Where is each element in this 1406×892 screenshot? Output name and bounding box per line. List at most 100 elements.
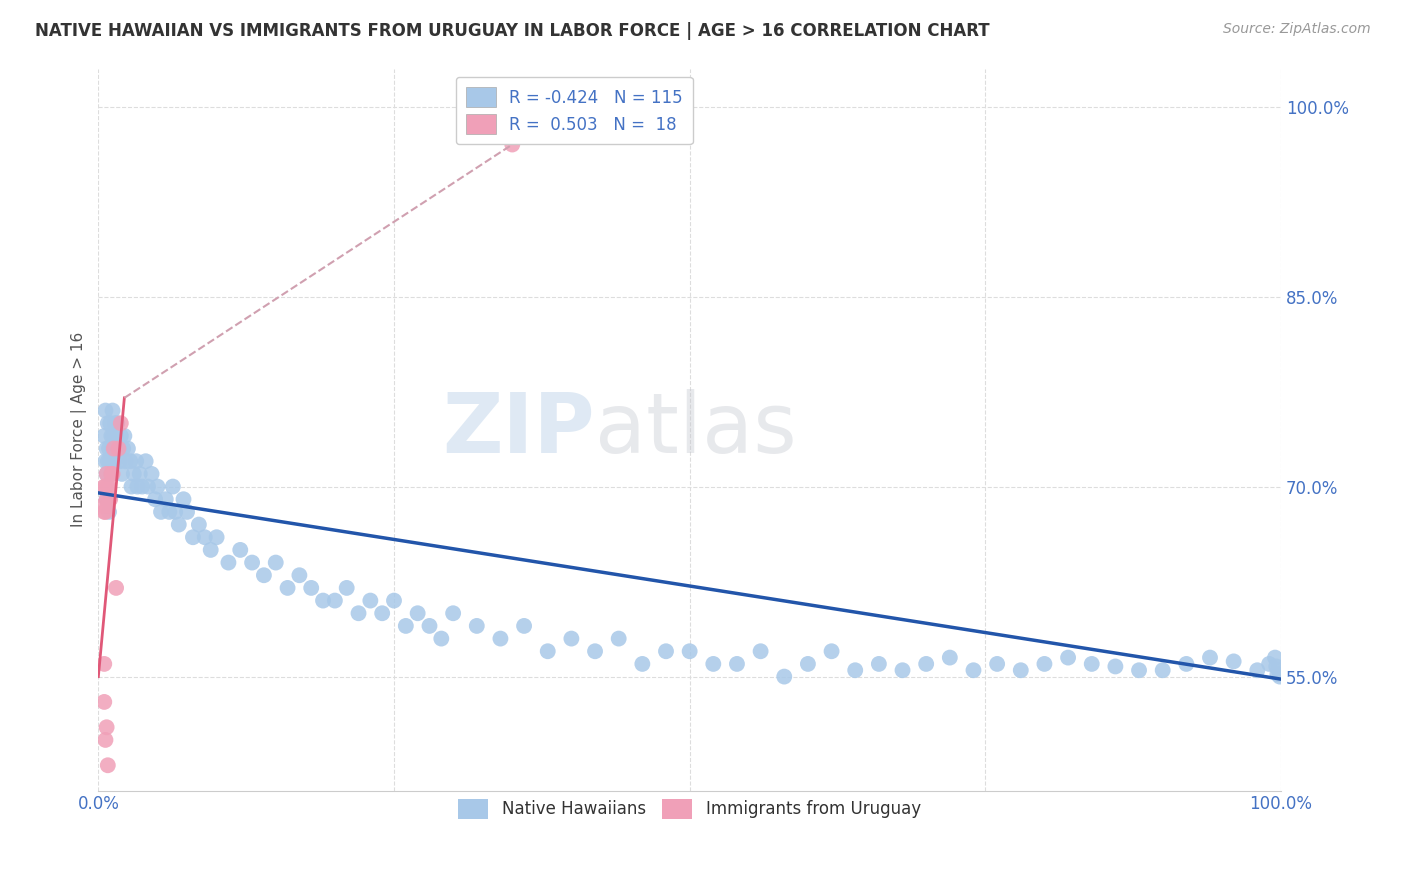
Point — [103, 429, 125, 443]
Point — [1175, 657, 1198, 671]
Point — [96, 467, 118, 481]
Point — [162, 479, 184, 493]
Point — [1057, 650, 1080, 665]
Point — [359, 593, 381, 607]
Point — [962, 663, 984, 677]
Point — [110, 429, 132, 443]
Point — [121, 479, 143, 493]
Point — [1268, 670, 1291, 684]
Point — [155, 492, 177, 507]
Point — [93, 479, 115, 493]
Point — [143, 492, 166, 507]
Point — [135, 454, 157, 468]
Point — [107, 442, 129, 456]
Point — [96, 492, 118, 507]
Point — [1080, 657, 1102, 671]
Point — [97, 499, 120, 513]
Point — [96, 467, 118, 481]
Point — [173, 492, 195, 507]
Point — [1033, 657, 1056, 671]
Point — [1267, 663, 1289, 677]
Point — [112, 442, 135, 456]
Point — [97, 479, 120, 493]
Point — [336, 581, 359, 595]
Point — [1265, 659, 1288, 673]
Point — [288, 568, 311, 582]
Point — [560, 632, 582, 646]
Point — [96, 442, 118, 456]
Text: NATIVE HAWAIIAN VS IMMIGRANTS FROM URUGUAY IN LABOR FORCE | AGE > 16 CORRELATION: NATIVE HAWAIIAN VS IMMIGRANTS FROM URUGU… — [35, 22, 990, 40]
Point — [97, 454, 120, 468]
Point — [167, 517, 190, 532]
Point — [986, 657, 1008, 671]
Point — [607, 632, 630, 646]
Point — [114, 454, 136, 468]
Point — [1267, 667, 1289, 681]
Point — [98, 492, 121, 507]
Point — [1010, 663, 1032, 677]
Point — [465, 619, 488, 633]
Point — [655, 644, 678, 658]
Legend: Native Hawaiians, Immigrants from Uruguay: Native Hawaiians, Immigrants from Urugua… — [451, 792, 928, 826]
Point — [101, 403, 124, 417]
Point — [844, 663, 866, 677]
Point — [136, 479, 159, 493]
Point — [150, 505, 173, 519]
Point — [101, 467, 124, 481]
Point — [125, 454, 148, 468]
Point — [98, 442, 121, 456]
Point — [820, 644, 842, 658]
Point — [187, 517, 209, 532]
Point — [105, 429, 128, 443]
Point — [441, 606, 464, 620]
Point — [501, 137, 523, 152]
Point — [94, 733, 117, 747]
Point — [240, 556, 263, 570]
Point — [1104, 659, 1126, 673]
Point — [98, 479, 121, 493]
Text: ZIP: ZIP — [443, 389, 595, 470]
Point — [1222, 654, 1244, 668]
Point — [1258, 657, 1281, 671]
Point — [105, 416, 128, 430]
Point — [200, 542, 222, 557]
Point — [112, 429, 135, 443]
Point — [98, 416, 121, 430]
Point — [91, 499, 114, 513]
Point — [430, 632, 453, 646]
Point — [323, 593, 346, 607]
Point — [371, 606, 394, 620]
Point — [217, 556, 239, 570]
Point — [103, 454, 125, 468]
Point — [128, 467, 150, 481]
Point — [98, 454, 121, 468]
Point — [1199, 650, 1222, 665]
Point — [264, 556, 287, 570]
Point — [105, 442, 128, 456]
Point — [94, 505, 117, 519]
Point — [107, 442, 129, 456]
Point — [94, 454, 117, 468]
Point — [229, 542, 252, 557]
Point — [194, 530, 217, 544]
Point — [868, 657, 890, 671]
Point — [104, 416, 127, 430]
Point — [773, 670, 796, 684]
Point — [146, 479, 169, 493]
Point — [702, 657, 724, 671]
Point — [891, 663, 914, 677]
Point — [253, 568, 276, 582]
Point — [93, 695, 115, 709]
Text: atlas: atlas — [595, 389, 797, 470]
Point — [96, 720, 118, 734]
Point — [96, 492, 118, 507]
Point — [100, 467, 122, 481]
Point — [157, 505, 180, 519]
Point — [101, 442, 124, 456]
Point — [1152, 663, 1174, 677]
Y-axis label: In Labor Force | Age > 16: In Labor Force | Age > 16 — [72, 332, 87, 527]
Point — [513, 619, 536, 633]
Point — [406, 606, 429, 620]
Point — [181, 530, 204, 544]
Point — [131, 479, 153, 493]
